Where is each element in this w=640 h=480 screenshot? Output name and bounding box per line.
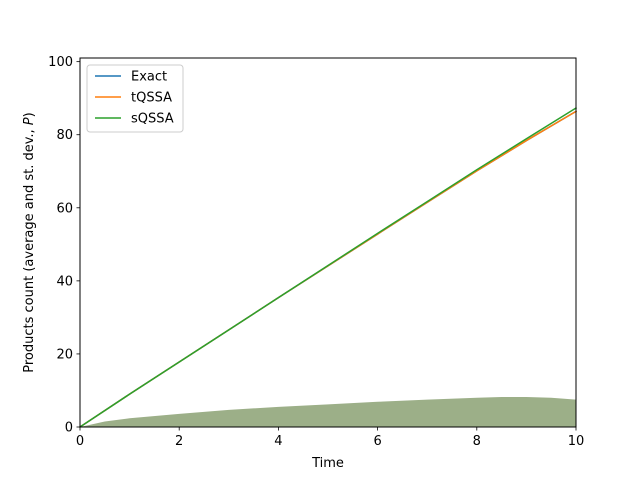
y-tick-label: 60: [56, 201, 73, 216]
x-tick-label: 4: [274, 434, 282, 449]
y-axis-ticks: 0 20 40 60 80 100: [48, 55, 80, 436]
x-axis-label: Time: [311, 456, 344, 471]
series-line-sqssa: [78, 107, 578, 429]
legend-label-sqssa: sQSSA: [131, 112, 174, 127]
legend-entries: Exact tQSSA sQSSA: [95, 70, 174, 127]
std-dev-band-layer: [80, 397, 576, 427]
y-axis-label-prefix: Products count (average and st. dev.,: [22, 125, 37, 373]
legend-label-tqssa: tQSSA: [131, 91, 172, 106]
x-tick-label: 6: [373, 434, 381, 449]
legend: Exact tQSSA sQSSA: [86, 64, 184, 133]
y-tick-label: 100: [48, 55, 73, 70]
x-axis-ticks: 0 2 4 6 8 10: [76, 427, 584, 449]
y-tick-label: 80: [56, 128, 73, 143]
y-tick-label: 40: [56, 274, 73, 289]
x-tick-label: 2: [175, 434, 183, 449]
series-layer: [78, 107, 578, 429]
y-axis-label-symbol: P: [22, 117, 37, 125]
x-tick-label: 10: [568, 434, 585, 449]
y-tick-label: 20: [56, 347, 73, 362]
y-axis-label: Products count (average and st. dev., P): [22, 112, 37, 372]
y-tick-label: 0: [65, 421, 73, 436]
x-tick-label: 0: [76, 434, 84, 449]
std-dev-band: [80, 397, 576, 427]
y-axis-label-suffix: ): [22, 112, 37, 117]
plot-frame: [79, 57, 577, 428]
x-tick-label: 8: [473, 434, 481, 449]
legend-label-exact: Exact: [131, 70, 167, 85]
legend-box: [86, 64, 184, 133]
